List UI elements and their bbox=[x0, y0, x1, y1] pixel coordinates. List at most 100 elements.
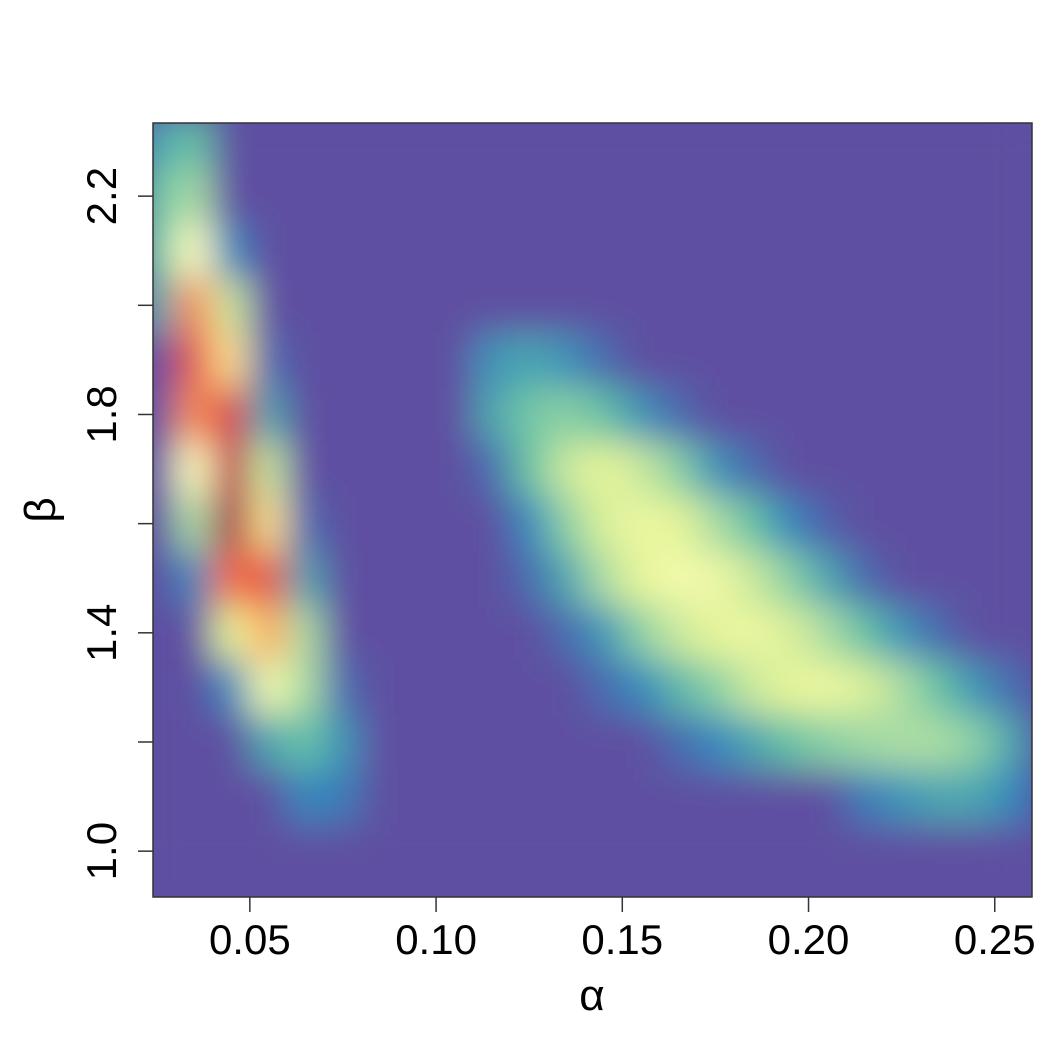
density-cell bbox=[361, 714, 400, 770]
density-cell bbox=[621, 277, 661, 334]
density-cell bbox=[153, 277, 176, 334]
density-cell bbox=[845, 605, 884, 661]
density-cell bbox=[510, 659, 549, 716]
density-cell bbox=[808, 823, 847, 879]
density-cell bbox=[845, 332, 884, 388]
density-cell bbox=[845, 495, 884, 552]
y-axis-label: β bbox=[16, 497, 65, 522]
x-tick-label: 0.05 bbox=[209, 916, 291, 963]
density-cell bbox=[696, 823, 735, 879]
density-cell bbox=[323, 714, 363, 770]
density-cell bbox=[174, 441, 214, 497]
density-cell bbox=[323, 332, 363, 388]
density-cell bbox=[361, 659, 400, 716]
x-tick-label: 0.15 bbox=[581, 916, 663, 963]
density-cell bbox=[919, 659, 959, 716]
density-cell bbox=[770, 123, 810, 170]
density-cell bbox=[808, 550, 847, 607]
density-cell bbox=[621, 550, 661, 607]
density-cell bbox=[398, 659, 437, 716]
density-cell bbox=[286, 495, 325, 552]
density-cell bbox=[398, 277, 437, 334]
density-cell bbox=[398, 768, 437, 825]
density-cell bbox=[919, 386, 959, 443]
density-cell bbox=[733, 768, 772, 825]
density-cell bbox=[323, 277, 363, 334]
density-cell bbox=[994, 495, 1032, 552]
density-cell bbox=[361, 441, 400, 497]
density-cell bbox=[696, 168, 735, 224]
density-cell bbox=[174, 714, 214, 770]
density-cell bbox=[882, 332, 921, 388]
density-cell bbox=[249, 768, 288, 825]
density-cell bbox=[659, 659, 698, 716]
density-cell bbox=[435, 605, 474, 661]
x-axis-label: α bbox=[579, 971, 604, 1020]
density-cell bbox=[919, 277, 959, 334]
density-cell bbox=[361, 495, 400, 552]
density-cell bbox=[249, 823, 288, 879]
density-cell bbox=[696, 550, 735, 607]
density-cell bbox=[696, 222, 735, 279]
x-tick-label: 0.25 bbox=[954, 916, 1036, 963]
density-cell bbox=[435, 332, 474, 388]
density-cell bbox=[174, 659, 214, 716]
density-cell bbox=[659, 714, 698, 770]
density-cell bbox=[510, 605, 549, 661]
density-cell bbox=[547, 332, 586, 388]
density-cell bbox=[174, 168, 214, 224]
density-cells bbox=[153, 123, 1032, 879]
density-cell bbox=[621, 495, 661, 552]
density-cell bbox=[153, 768, 176, 825]
density-cell bbox=[249, 605, 288, 661]
density-cell bbox=[212, 768, 251, 825]
density-cell bbox=[174, 495, 214, 552]
density-cell bbox=[584, 168, 623, 224]
density-cell bbox=[435, 659, 474, 716]
density-cell bbox=[510, 550, 549, 607]
density-cell bbox=[153, 495, 176, 552]
density-cell bbox=[733, 441, 772, 497]
density-cell bbox=[323, 605, 363, 661]
density-cell bbox=[584, 714, 623, 770]
density-cell bbox=[882, 659, 921, 716]
density-cell bbox=[361, 123, 400, 170]
density-cell bbox=[174, 386, 214, 443]
density-cell bbox=[882, 714, 921, 770]
density-cell bbox=[733, 550, 772, 607]
density-cell bbox=[398, 386, 437, 443]
density-cell bbox=[249, 168, 288, 224]
density-cell bbox=[584, 550, 623, 607]
plot-area bbox=[153, 123, 1032, 897]
density-cell bbox=[659, 332, 698, 388]
density-cell bbox=[249, 386, 288, 443]
density-cell bbox=[153, 222, 176, 279]
density-cell bbox=[286, 222, 325, 279]
density-cell bbox=[957, 386, 996, 443]
density-cell bbox=[957, 277, 996, 334]
density-cell bbox=[361, 222, 400, 279]
density-cell bbox=[770, 605, 810, 661]
density-cell bbox=[472, 277, 512, 334]
density-cell bbox=[212, 168, 251, 224]
density-cell bbox=[212, 550, 251, 607]
density-cell bbox=[659, 168, 698, 224]
density-cell bbox=[435, 550, 474, 607]
density-cell bbox=[621, 714, 661, 770]
density-cell bbox=[472, 823, 512, 879]
density-cell bbox=[882, 550, 921, 607]
density-cell bbox=[472, 659, 512, 716]
density-cell bbox=[919, 495, 959, 552]
density-cell bbox=[286, 386, 325, 443]
x-tick-label: 0.10 bbox=[395, 916, 477, 963]
density-cell bbox=[919, 168, 959, 224]
density-cell bbox=[696, 605, 735, 661]
density-cell bbox=[733, 714, 772, 770]
density-cell bbox=[249, 277, 288, 334]
density-cell bbox=[510, 823, 549, 879]
density-cell bbox=[435, 123, 474, 170]
density-cell bbox=[845, 550, 884, 607]
density-cell bbox=[323, 659, 363, 716]
density-cell bbox=[808, 768, 847, 825]
density-cell bbox=[808, 168, 847, 224]
